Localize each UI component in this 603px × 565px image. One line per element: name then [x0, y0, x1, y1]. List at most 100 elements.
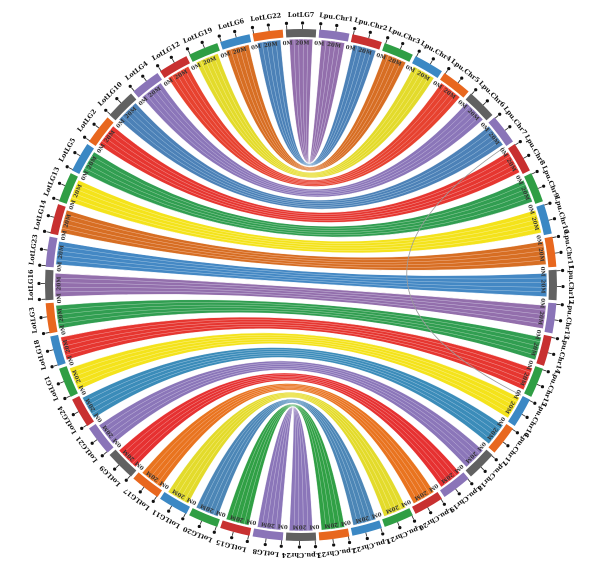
tick-mark	[187, 50, 191, 55]
tick-mark	[117, 99, 122, 104]
ribbon-striation	[86, 351, 498, 434]
tick-label: 0M	[163, 78, 175, 88]
ribbon-striation	[230, 49, 402, 171]
chromosome-label: Lpu.Chr11	[562, 230, 575, 269]
chromosome-ring	[45, 29, 557, 541]
chromosome-label: LotLG20	[181, 525, 213, 544]
ribbon-striation	[101, 362, 480, 455]
tick-mark	[103, 451, 108, 455]
tick-dot	[128, 84, 132, 88]
chromosome-label: LotLG22	[250, 11, 282, 23]
tick-dot	[90, 441, 94, 445]
tick-dot	[508, 125, 512, 129]
chromosome-label: Lpu.Chr22	[351, 537, 390, 555]
tick-label: 0M	[115, 118, 126, 129]
tick-dot	[73, 151, 77, 155]
chromosome-label: Lpu.Chr9	[540, 164, 561, 199]
tick-dot	[266, 23, 270, 27]
tick-dot	[319, 22, 323, 26]
tick-dot	[485, 99, 489, 103]
tick-label: 0M	[453, 463, 464, 474]
tick-mark	[53, 364, 58, 367]
ribbon-striation	[110, 129, 511, 215]
tick-mark	[199, 520, 202, 525]
tick-dot	[151, 499, 155, 503]
ribbon-striation	[56, 255, 547, 288]
tick-label: 20M	[293, 523, 307, 529]
tick-dot	[447, 67, 451, 71]
tick-label: 20M	[327, 42, 341, 50]
ribbon-striation	[71, 334, 518, 403]
tick-label: 0M	[191, 62, 203, 72]
ribbon-striation	[200, 399, 372, 521]
chromosome-segment	[382, 43, 413, 62]
ribbon-striation	[104, 364, 477, 458]
tick-mark	[494, 115, 499, 119]
tick-label: 0M	[479, 122, 490, 133]
tick-label: 0M	[78, 384, 88, 396]
tick-mark	[536, 384, 541, 387]
tick-dot	[50, 365, 54, 369]
tick-dot	[100, 454, 104, 458]
tick-mark	[548, 218, 553, 221]
tick-label: 0M	[67, 355, 76, 366]
synteny-ribbon	[60, 209, 547, 271]
chromosome-segment	[318, 29, 350, 42]
tick-mark	[50, 215, 55, 218]
ribbon-striation	[74, 188, 539, 247]
ribbon-striation	[261, 42, 372, 166]
chromosome-label: LotLG3	[28, 306, 39, 334]
tick-dot	[230, 536, 234, 540]
chromosome-segment	[508, 144, 530, 174]
tick-mark	[169, 505, 173, 510]
tick-mark	[502, 441, 507, 445]
tick-label: 20M	[202, 56, 217, 67]
chromosome-segment	[45, 302, 58, 334]
ribbon-striation	[76, 341, 511, 415]
tick-dot	[498, 112, 502, 116]
synteny-ribbon	[60, 316, 533, 391]
ribbon-striation	[84, 167, 531, 236]
tick-label: 0M	[431, 80, 443, 91]
chromosome-segment	[524, 366, 543, 397]
ribbon-striation	[107, 133, 513, 217]
tick-label: 0M	[138, 96, 149, 107]
ribbon-striation	[234, 404, 336, 529]
ribbon-striation	[91, 155, 526, 229]
tick-mark	[61, 183, 66, 186]
tick-mark	[154, 496, 157, 500]
tick-dot	[332, 543, 336, 547]
tick-mark	[515, 142, 519, 146]
tick-dot	[483, 469, 487, 473]
tick-dot	[138, 490, 142, 494]
tick-dot	[39, 316, 43, 320]
chromosome-label: LotLG11	[151, 508, 182, 530]
tick-mark	[523, 155, 528, 159]
tick-mark	[66, 395, 71, 399]
tick-label: 0M	[60, 324, 68, 335]
tick-label: 20M	[232, 47, 247, 56]
chromosome-label: LotLG8	[252, 547, 280, 558]
tick-label: 0M	[220, 51, 231, 60]
tick-mark	[115, 464, 120, 469]
tick-label: 0M	[159, 479, 171, 490]
tick-label: 0M	[81, 170, 91, 182]
tick-dot	[212, 530, 216, 534]
tick-mark	[158, 67, 162, 71]
tick-label: 20M	[63, 214, 72, 229]
chromosome-segment	[350, 34, 382, 50]
chromosome-segment	[524, 173, 543, 204]
tick-mark	[219, 37, 222, 42]
synteny-ribbon	[54, 273, 547, 329]
ribbon-striation	[110, 367, 471, 464]
chromosome-segment	[45, 269, 54, 301]
chromosome-label: Lpu.Chr12	[567, 266, 575, 304]
ribbon-striation	[230, 404, 341, 528]
tick-dot	[552, 217, 557, 221]
chromosome-label: LotLG14	[32, 199, 48, 232]
tick-label: 20M	[58, 308, 66, 322]
chromosome-label: LotLG5	[57, 136, 77, 163]
tick-mark	[231, 531, 234, 536]
tick-label: 0M	[538, 298, 545, 308]
tick-label: 0M	[69, 199, 78, 210]
